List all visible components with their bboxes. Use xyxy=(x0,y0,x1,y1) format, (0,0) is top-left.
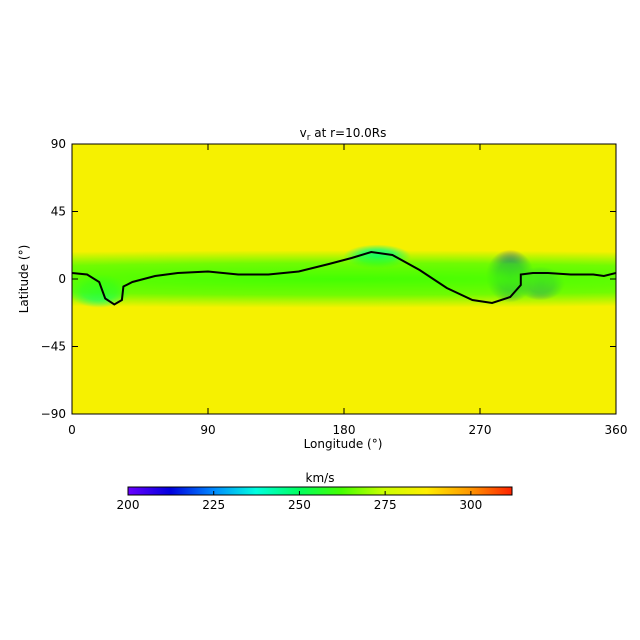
colorbar-label: km/s xyxy=(306,471,335,485)
y-tick-label: 90 xyxy=(51,137,66,151)
neutral-line xyxy=(72,250,616,306)
y-tick-label: 0 xyxy=(58,272,66,286)
x-tick-label: 0 xyxy=(68,423,76,437)
y-axis-label: Latitude (°) xyxy=(17,245,31,314)
x-tick-label: 270 xyxy=(469,423,492,437)
colorbar-tick-label: 275 xyxy=(374,498,397,512)
x-axis: 0 90 180 270 360 xyxy=(68,144,627,437)
x-axis-label: Longitude (°) xyxy=(304,437,383,451)
chart-title: vr at r=10.0Rs xyxy=(300,126,387,143)
y-tick-label: 45 xyxy=(51,205,66,219)
colorbar: km/s 200 225 250 275 300 xyxy=(117,471,513,512)
x-tick-label: 180 xyxy=(333,423,356,437)
y-axis: −90 −45 0 45 90 xyxy=(41,137,616,421)
colorbar-tick-label: 250 xyxy=(288,498,311,512)
features-layer xyxy=(72,244,616,308)
colorbar-ticks: 200 225 250 275 300 xyxy=(117,491,482,512)
colorbar-bar xyxy=(127,486,513,496)
colorbar-tick-label: 225 xyxy=(202,498,225,512)
y-tick-label: −45 xyxy=(41,340,66,354)
plot-area xyxy=(72,144,616,414)
speed-feature xyxy=(72,250,616,308)
y-tick-label: −90 xyxy=(41,407,66,421)
colorbar-tick-label: 200 xyxy=(117,498,140,512)
colorbar-tick-label: 300 xyxy=(459,498,482,512)
x-tick-label: 90 xyxy=(200,423,215,437)
x-tick-label: 360 xyxy=(605,423,628,437)
